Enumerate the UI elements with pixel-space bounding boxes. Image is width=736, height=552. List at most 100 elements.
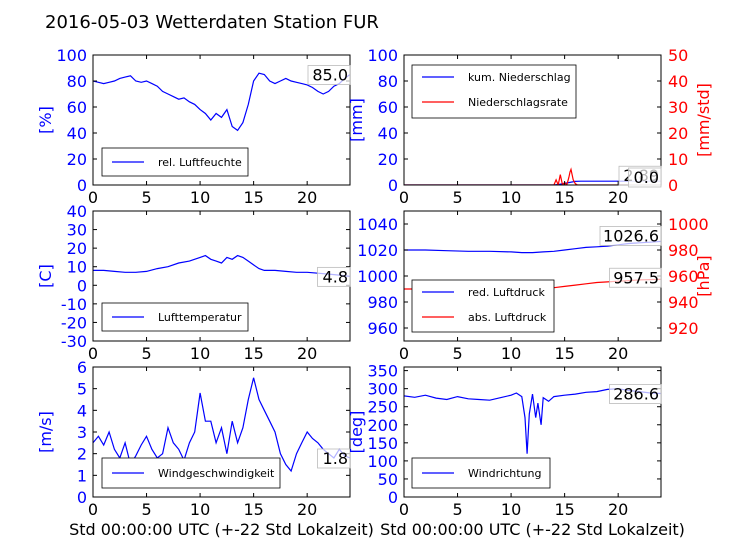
plot-frame bbox=[92, 54, 351, 186]
value-label-1: 1026.6 bbox=[603, 226, 659, 245]
y2-tick-label: 1000 bbox=[668, 215, 709, 234]
y-tick-label: 6 bbox=[77, 358, 87, 377]
y-tick-label: 1 bbox=[77, 466, 87, 485]
figure-title: 2016-05-03 Wetterdaten Station FUR bbox=[45, 12, 379, 33]
y-tick-label: 80 bbox=[378, 72, 398, 91]
series-line-1 bbox=[93, 377, 350, 473]
y-tick-label: 0 bbox=[77, 176, 87, 195]
last-value-label: 1.8 bbox=[323, 449, 348, 468]
legend-label: Niederschlagsrate bbox=[468, 96, 568, 109]
legend-label: Windrichtung bbox=[468, 467, 541, 480]
x-tick-label: 10 bbox=[190, 188, 210, 207]
legend-label: red. Luftdruck bbox=[468, 286, 545, 299]
x-tick-label: 10 bbox=[501, 344, 521, 363]
y-tick-label: 0 bbox=[388, 488, 398, 507]
y-tick-label: 20 bbox=[67, 150, 87, 169]
y-tick-label: 0 bbox=[77, 276, 87, 295]
y-tick-label: 20 bbox=[378, 150, 398, 169]
y2-tick-label: 40 bbox=[668, 72, 688, 91]
x-tick-label: 5 bbox=[452, 344, 462, 363]
x-tick-label: 15 bbox=[554, 188, 574, 207]
plot-frame bbox=[403, 54, 662, 186]
last-value-label: 85.0 bbox=[312, 66, 348, 85]
y-tick-label: 960 bbox=[367, 319, 398, 338]
y-tick-label: 0 bbox=[388, 176, 398, 195]
legend-label: Lufttemperatur bbox=[158, 311, 242, 324]
y-tick-label: 1000 bbox=[357, 267, 398, 286]
y-tick-label: 4 bbox=[77, 401, 87, 420]
x-tick-label: 10 bbox=[190, 500, 210, 519]
series-line-1 bbox=[404, 388, 661, 454]
legend-label: kum. Niederschlag bbox=[468, 71, 571, 84]
x-tick-label: 15 bbox=[554, 500, 574, 519]
y-tick-label: 200 bbox=[367, 416, 398, 435]
y2-axis-label: [mm/std] bbox=[694, 83, 713, 157]
y2-tick-label: 920 bbox=[668, 319, 699, 338]
subplot-3: 0 5 10 15 20-30-20-10010203040[C]Lufttempera… bbox=[36, 202, 351, 363]
y-tick-label: 30 bbox=[67, 221, 87, 240]
x-axis-label: Std 00:00:00 UTC (+-22 Std Lokalzeit) bbox=[69, 520, 374, 539]
value-label-2: 0.0 bbox=[634, 168, 659, 187]
x-tick-label: 20 bbox=[608, 344, 628, 363]
y2-tick-label: 940 bbox=[668, 293, 699, 312]
legend-label: Windgeschwindigkeit bbox=[158, 467, 275, 480]
y-tick-label: 60 bbox=[67, 98, 87, 117]
last-value-label-box bbox=[609, 384, 662, 404]
x-tick-label: 15 bbox=[243, 500, 263, 519]
y-axis-label: [m/s] bbox=[36, 411, 55, 453]
legend-box bbox=[411, 64, 577, 119]
value-label-2: 957.5 bbox=[613, 268, 659, 287]
x-tick-label: 0 bbox=[88, 500, 98, 519]
y-tick-label: 5 bbox=[77, 380, 87, 399]
x-tick-label: 15 bbox=[243, 344, 263, 363]
x-tick-label: 10 bbox=[501, 188, 521, 207]
last-value-label: 286.6 bbox=[613, 385, 659, 404]
x-tick-label: 15 bbox=[243, 188, 263, 207]
x-tick-label: 5 bbox=[452, 500, 462, 519]
x-tick-label: 20 bbox=[297, 500, 317, 519]
x-tick-label: 0 bbox=[88, 188, 98, 207]
x-tick-label: 5 bbox=[141, 188, 151, 207]
y-tick-label: 0 bbox=[77, 488, 87, 507]
y-axis-label: [C] bbox=[36, 264, 55, 288]
x-tick-label: 20 bbox=[297, 188, 317, 207]
y2-tick-label: 30 bbox=[668, 98, 688, 117]
y2-tick-label: 980 bbox=[668, 241, 699, 260]
y-tick-label: 20 bbox=[67, 239, 87, 258]
y-tick-label: 100 bbox=[367, 46, 398, 65]
x-tick-label: 5 bbox=[141, 344, 151, 363]
y-tick-label: 150 bbox=[367, 434, 398, 453]
y-axis-label: [%] bbox=[36, 106, 55, 134]
y-tick-label: 40 bbox=[378, 124, 398, 143]
x-tick-label: 15 bbox=[554, 344, 574, 363]
x-tick-label: 0 bbox=[399, 188, 409, 207]
series-line-2 bbox=[404, 167, 661, 185]
y-tick-label: -10 bbox=[61, 295, 87, 314]
y-tick-label: 350 bbox=[367, 362, 398, 381]
y-tick-label: 80 bbox=[67, 72, 87, 91]
series-line-1 bbox=[93, 254, 350, 277]
series-line-1 bbox=[93, 72, 350, 132]
x-tick-label: 20 bbox=[608, 500, 628, 519]
y-tick-label: 3 bbox=[77, 423, 87, 442]
x-tick-label: 10 bbox=[501, 500, 521, 519]
y-tick-label: 250 bbox=[367, 398, 398, 417]
last-value-label-box bbox=[307, 65, 351, 85]
y-tick-label: 2 bbox=[77, 445, 87, 464]
y2-tick-label: 0 bbox=[668, 176, 678, 195]
y2-tick-label: 960 bbox=[668, 267, 699, 286]
x-axis-label: Std 00:00:00 UTC (+-22 Std Lokalzeit) bbox=[380, 520, 685, 539]
y-tick-label: 100 bbox=[56, 46, 87, 65]
legend-label: abs. Luftdruck bbox=[468, 311, 547, 324]
x-tick-label: 20 bbox=[608, 188, 628, 207]
last-value-label-box bbox=[317, 266, 351, 287]
x-tick-label: 20 bbox=[297, 344, 317, 363]
x-tick-label: 5 bbox=[141, 500, 151, 519]
x-tick-label: 0 bbox=[88, 344, 98, 363]
y-tick-label: 300 bbox=[367, 380, 398, 399]
y-tick-label: -30 bbox=[61, 332, 87, 351]
x-tick-label: 10 bbox=[190, 344, 210, 363]
